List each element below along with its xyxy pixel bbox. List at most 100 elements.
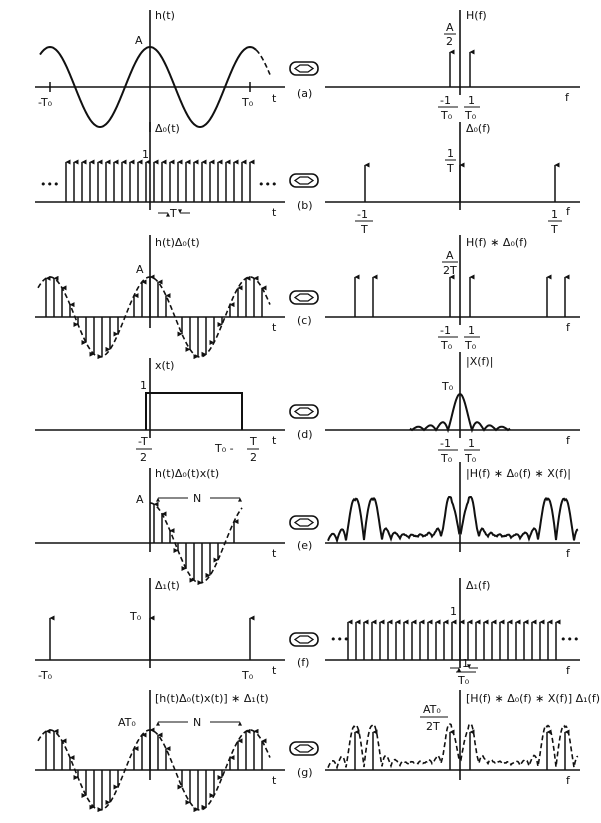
tick-label-t0: T₀ — [241, 96, 254, 109]
record-length-label: N — [193, 716, 201, 729]
amplitude-label: A — [136, 493, 144, 506]
tick-prefix: T₀ - — [214, 442, 234, 455]
axis-label-t: t — [272, 92, 277, 105]
y-label: h(t)Δ₀(t)x(t) — [155, 467, 219, 480]
amp-numerator: A — [446, 249, 454, 262]
time-panel-g: [h(t)Δ₀(t)x(t)] ∗ Δ₁(t) AT₀ N t — [35, 690, 285, 813]
tick-denominator: T — [550, 223, 558, 236]
amplitude-label: 1 — [450, 605, 457, 618]
periodic-samples — [45, 727, 267, 813]
record-length-label: N — [193, 492, 201, 505]
row-b: Δ₀(t) 1 ••• ••• T t (b) Δ₀(f) 1 T -1 T — [35, 122, 580, 236]
y-label: h(t) — [155, 9, 175, 22]
tick-denominator: T₀ — [464, 339, 477, 352]
impulse-train — [65, 159, 255, 202]
tick-denominator: T₀ — [464, 452, 477, 465]
tick-label-neg-t0: -T₀ — [38, 96, 53, 109]
tick-numerator: 1 — [551, 208, 558, 221]
panel-label: (g) — [297, 766, 313, 779]
axis-label-f: f — [566, 205, 571, 218]
sampled-impulses — [45, 274, 267, 360]
tick-denominator: T₀ — [440, 339, 453, 352]
axis-label-f: f — [566, 321, 571, 334]
panel-label: (b) — [297, 199, 313, 212]
transform-symbol — [289, 632, 319, 647]
tick-numerator: 1 — [468, 437, 475, 450]
freq-panel-a: H(f) A 2 -1 T₀ 1 T₀ f — [325, 9, 580, 122]
amp-numerator: AT₀ — [423, 703, 441, 716]
tick-numerator: -1 — [357, 208, 368, 221]
time-panel-b: Δ₀(t) 1 ••• ••• T t — [35, 122, 285, 220]
y-label: Δ₀(f) — [466, 122, 490, 135]
ellipsis: ••• — [330, 633, 349, 646]
windowed-samples — [153, 501, 239, 586]
amplitude-label: A — [136, 263, 144, 276]
tick-denominator: T₀ — [440, 109, 453, 122]
axis-label-f: f — [566, 664, 571, 677]
tick-denominator: 2 — [250, 451, 257, 464]
transform-symbol — [289, 61, 319, 76]
panel-label: (d) — [297, 428, 313, 441]
y-label: |H(f) ∗ Δ₀(f) ∗ X(f)| — [466, 467, 571, 480]
cosine-dashed-extension — [255, 49, 271, 75]
amp-denominator: 2T — [443, 264, 457, 277]
tick-numerator: -1 — [440, 437, 451, 450]
amp-numerator: A — [446, 21, 454, 34]
row-c: h(t)Δ₀(t) A t (c) H(f) ∗ Δ₀(f) A 2T -1 T… — [35, 235, 580, 360]
tick-numerator: -1 — [440, 324, 451, 337]
axis-label-t: t — [272, 547, 277, 560]
time-panel-d: x(t) 1 -T 2 T₀ - T 2 t — [35, 358, 285, 464]
row-a: h(t) A -T₀ T₀ t (a) H(f) A 2 -1 T₀ 1 — [35, 9, 580, 132]
freq-panel-d: |X(f)| T₀ -1 T₀ 1 T₀ f — [325, 352, 580, 465]
tick-numerator: T — [249, 435, 257, 448]
axis-label-f: f — [566, 547, 571, 560]
axis-label-t: t — [272, 774, 277, 787]
sampled-spectrum-envelope — [327, 723, 579, 771]
freq-panel-e: |H(f) ∗ Δ₀(f) ∗ X(f)| f — [325, 462, 580, 560]
frequency-impulse-train — [347, 619, 561, 660]
y-label: x(t) — [155, 359, 174, 372]
time-panel-f: Δ₁(t) T₀ -T₀ T₀ t — [35, 578, 285, 682]
axis-label-f: f — [565, 91, 570, 104]
convolved-spectrum — [327, 496, 579, 544]
tick-denominator: T₀ — [440, 452, 453, 465]
ellipsis: ••• — [560, 633, 579, 646]
row-f: Δ₁(t) T₀ -T₀ T₀ t (f) Δ₁(f) 1 ••• ••• 1 … — [35, 578, 580, 687]
cosine-envelope — [149, 502, 243, 584]
time-panel-a: h(t) A -T₀ T₀ t — [35, 9, 285, 132]
transform-symbol — [289, 741, 319, 756]
tick-numerator: -T — [138, 435, 148, 448]
amp-denominator: 2 — [446, 35, 453, 48]
panel-label: (a) — [297, 87, 312, 100]
sinc-magnitude — [409, 392, 511, 434]
period-label: T — [169, 207, 177, 220]
amplitude-label: 1 — [140, 379, 147, 392]
tick-numerator: 1 — [468, 324, 475, 337]
tick-denominator: T — [360, 223, 368, 236]
tick-label-t0: T₀ — [241, 669, 254, 682]
y-label: Δ₁(f) — [466, 579, 490, 592]
amplitude-label: T₀ — [441, 380, 454, 393]
time-panel-e: h(t)Δ₀(t)x(t) A N t — [35, 467, 285, 586]
amplitude-label: T₀ — [129, 610, 142, 623]
amplitude-label: A — [135, 34, 143, 47]
tick-numerator: 1 — [468, 94, 475, 107]
y-label: |X(f)| — [466, 355, 493, 368]
axis-label-t: t — [272, 664, 277, 677]
amp-denominator: T — [446, 162, 454, 175]
row-d: x(t) 1 -T 2 T₀ - T 2 t (d) |X(f)| T₀ -1 … — [35, 352, 580, 465]
axis-label-t: t — [272, 321, 277, 334]
y-label: Δ₀(t) — [155, 122, 180, 135]
amp-denominator: 2T — [426, 720, 440, 733]
row-g: [h(t)Δ₀(t)x(t)] ∗ Δ₁(t) AT₀ N t (g) [H(f… — [35, 690, 600, 813]
panel-label: (f) — [297, 656, 309, 669]
axis-label-t: t — [272, 206, 277, 219]
transform-symbol — [289, 290, 319, 305]
cosine-curve — [39, 45, 257, 129]
tick-numerator: -1 — [440, 94, 451, 107]
transform-symbol — [289, 404, 319, 419]
axis-label-f: f — [566, 774, 571, 787]
y-label: H(f) ∗ Δ₀(f) — [466, 236, 527, 249]
ellipsis: ••• — [40, 178, 59, 191]
